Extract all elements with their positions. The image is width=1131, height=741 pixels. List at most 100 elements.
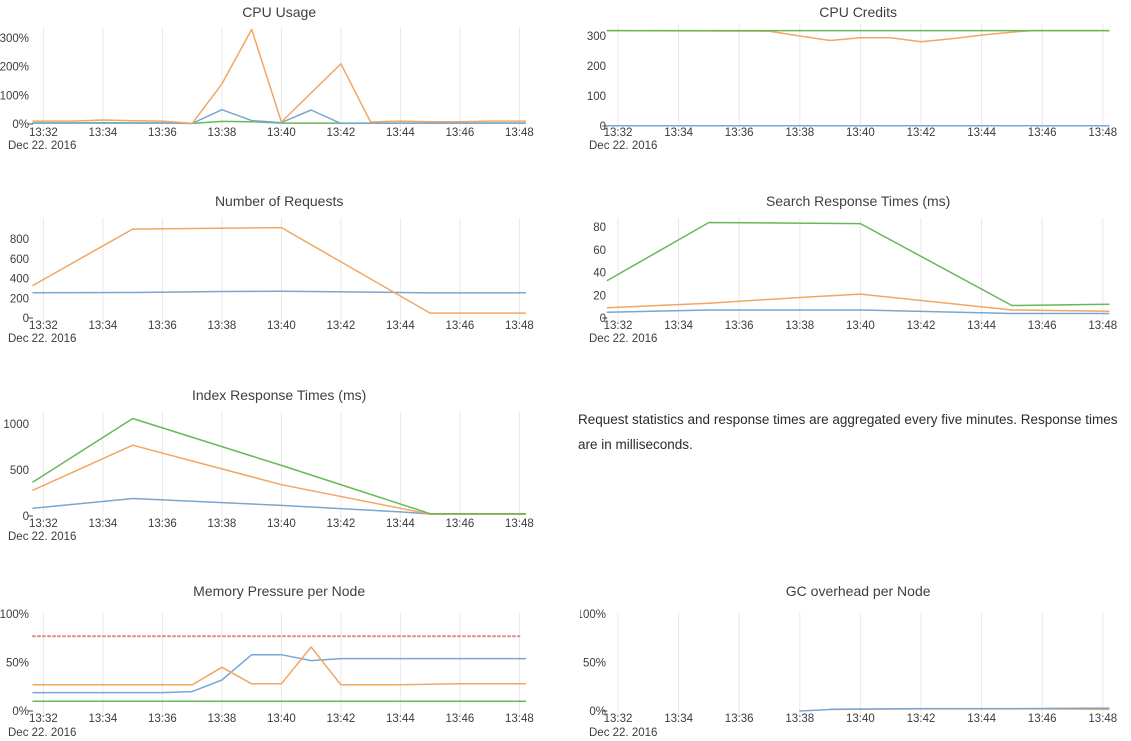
x-tick-label: 13:34 <box>89 713 118 725</box>
date-label: Dec 22. 2016 <box>589 333 657 345</box>
x-tick-label: 13:46 <box>1028 713 1057 725</box>
x-tick-label: 13:48 <box>505 320 534 332</box>
x-tick-label: 13:32 <box>604 320 633 332</box>
y-tick-label: 50% <box>6 658 29 670</box>
x-tick-label: 13:32 <box>604 713 633 725</box>
y-tick-label: 100% <box>580 609 606 621</box>
x-tick-label: 13:44 <box>967 320 996 332</box>
x-tick-label: 13:34 <box>664 320 693 332</box>
chart-title: Number of Requests <box>215 193 343 209</box>
y-tick-label: 0% <box>12 119 29 131</box>
x-tick-label: 13:46 <box>1028 127 1057 139</box>
x-tick-label: 13:44 <box>386 518 415 530</box>
x-tick-label: 13:40 <box>267 127 296 139</box>
y-tick-label: 0 <box>23 511 29 523</box>
x-tick-label: 13:36 <box>148 320 177 332</box>
series-orange-line <box>606 293 1110 312</box>
chart-svg: 0 100 200 300 13:32 13:34 13:36 13:38 13:40 13:42… <box>587 4 1117 152</box>
y-tick-label: 0 <box>23 313 29 325</box>
y-tick-label: 200 <box>587 61 606 73</box>
chart-svg: 0 500 1000 13:32 13:34 13:36 13:38 13:40 13:42 13… <box>3 387 534 543</box>
x-tick-label: 13:42 <box>907 320 936 332</box>
x-tick-label: 13:36 <box>148 127 177 139</box>
date-label: Dec 22. 2016 <box>589 140 657 152</box>
x-tick-label: 13:32 <box>29 713 58 725</box>
y-tick-label: 200% <box>0 62 29 74</box>
series-blue-line <box>32 653 527 694</box>
x-tick-label: 13:42 <box>327 127 356 139</box>
x-tick-label: 13:48 <box>505 127 534 139</box>
chart-title: CPU Credits <box>819 4 897 20</box>
x-tick-label: 13:38 <box>785 713 814 725</box>
y-tick-label: 400 <box>10 274 29 286</box>
x-tick-label: 13:40 <box>846 127 875 139</box>
x-tick-label: 13:40 <box>846 713 875 725</box>
x-tick-label: 13:48 <box>505 713 534 725</box>
x-tick-label: 13:34 <box>89 320 118 332</box>
aggregation-note: Request statistics and response times ar… <box>578 412 1118 452</box>
x-tick-label: 13:36 <box>725 127 754 139</box>
y-tick-label: 0% <box>12 706 29 718</box>
x-tick-label: 13:48 <box>1088 713 1117 725</box>
x-tick-label: 13:46 <box>446 713 475 725</box>
x-tick-label: 13:42 <box>327 518 356 530</box>
chart-svg: 0 200 400 600 800 13:32 13:34 13:36 13:38 13:40 13… <box>8 193 534 345</box>
series-orange-line <box>32 646 527 686</box>
y-tick-label: 40 <box>593 268 606 280</box>
x-tick-label: 13:38 <box>785 127 814 139</box>
x-tick-label: 13:42 <box>907 713 936 725</box>
x-tick-label: 13:44 <box>386 127 415 139</box>
x-tick-label: 13:36 <box>725 713 754 725</box>
x-tick-label: 13:38 <box>208 713 237 725</box>
x-tick-label: 13:46 <box>1028 320 1057 332</box>
x-tick-label: 13:38 <box>785 320 814 332</box>
x-tick-label: 13:42 <box>327 320 356 332</box>
x-tick-label: 13:32 <box>29 320 58 332</box>
x-tick-label: 13:40 <box>267 518 296 530</box>
chart-title: Search Response Times (ms) <box>766 193 950 209</box>
x-tick-label: 13:34 <box>89 127 118 139</box>
y-tick-label: 300% <box>0 33 29 45</box>
chart-title: CPU Usage <box>242 4 316 20</box>
chart-cpu-usage: 0% 100% 200% 300% 13:32 13:34 13:36 13:38 13:40 1… <box>0 0 540 160</box>
y-tick-label: 0 <box>600 313 606 325</box>
x-tick-label: 13:32 <box>29 518 58 530</box>
x-tick-label: 13:44 <box>967 127 996 139</box>
chart-title: GC overhead per Node <box>786 583 931 599</box>
series-blue-line <box>606 309 1110 315</box>
x-tick-label: 13:38 <box>208 127 237 139</box>
series-orange-line <box>32 28 527 125</box>
series-blue-line <box>32 108 527 125</box>
y-tick-label: 100% <box>0 609 29 621</box>
y-tick-label: 200 <box>10 293 29 305</box>
x-tick-label: 13:48 <box>1088 320 1117 332</box>
chart-search-response-times: 0 20 40 60 80 13:32 13:34 13:36 13:38 13:40 13:42 1… <box>580 190 1131 350</box>
chart-svg: 0% 100% 200% 300% 13:32 13:34 13:36 13:38 13:40 1… <box>0 4 534 152</box>
x-tick-label: 13:32 <box>604 127 633 139</box>
chart-svg: 0 20 40 60 80 13:32 13:34 13:36 13:38 13:40 13:42 1… <box>589 193 1117 345</box>
x-tick-label: 13:32 <box>29 127 58 139</box>
y-tick-label: 0 <box>600 121 606 133</box>
x-tick-label: 13:34 <box>89 518 118 530</box>
chart-svg: 0% 50% 100% 13:32 13:34 13:36 13:38 13:40 13:42 1… <box>580 583 1117 739</box>
chart-cpu-credits: 0 100 200 300 13:32 13:34 13:36 13:38 13:40 13:42… <box>580 0 1131 160</box>
series-green-line <box>32 417 527 515</box>
x-tick-label: 13:38 <box>208 518 237 530</box>
y-tick-label: 20 <box>593 290 606 302</box>
x-tick-label: 13:48 <box>505 518 534 530</box>
y-tick-label: 1000 <box>3 419 29 431</box>
y-tick-label: 800 <box>10 234 29 246</box>
x-tick-label: 13:36 <box>148 518 177 530</box>
series-orange-line <box>32 444 527 515</box>
x-tick-label: 13:46 <box>446 320 475 332</box>
x-tick-label: 13:36 <box>725 320 754 332</box>
chart-title: Memory Pressure per Node <box>193 583 365 599</box>
date-label: Dec 22. 2016 <box>8 727 76 739</box>
x-tick-label: 13:44 <box>967 713 996 725</box>
date-label: Dec 22. 2016 <box>589 727 657 739</box>
series-blue-line <box>32 290 527 294</box>
x-tick-label: 13:40 <box>846 320 875 332</box>
date-label: Dec 22. 2016 <box>8 531 76 543</box>
series-blue-line <box>799 707 1110 712</box>
y-tick-label: 500 <box>10 465 29 477</box>
